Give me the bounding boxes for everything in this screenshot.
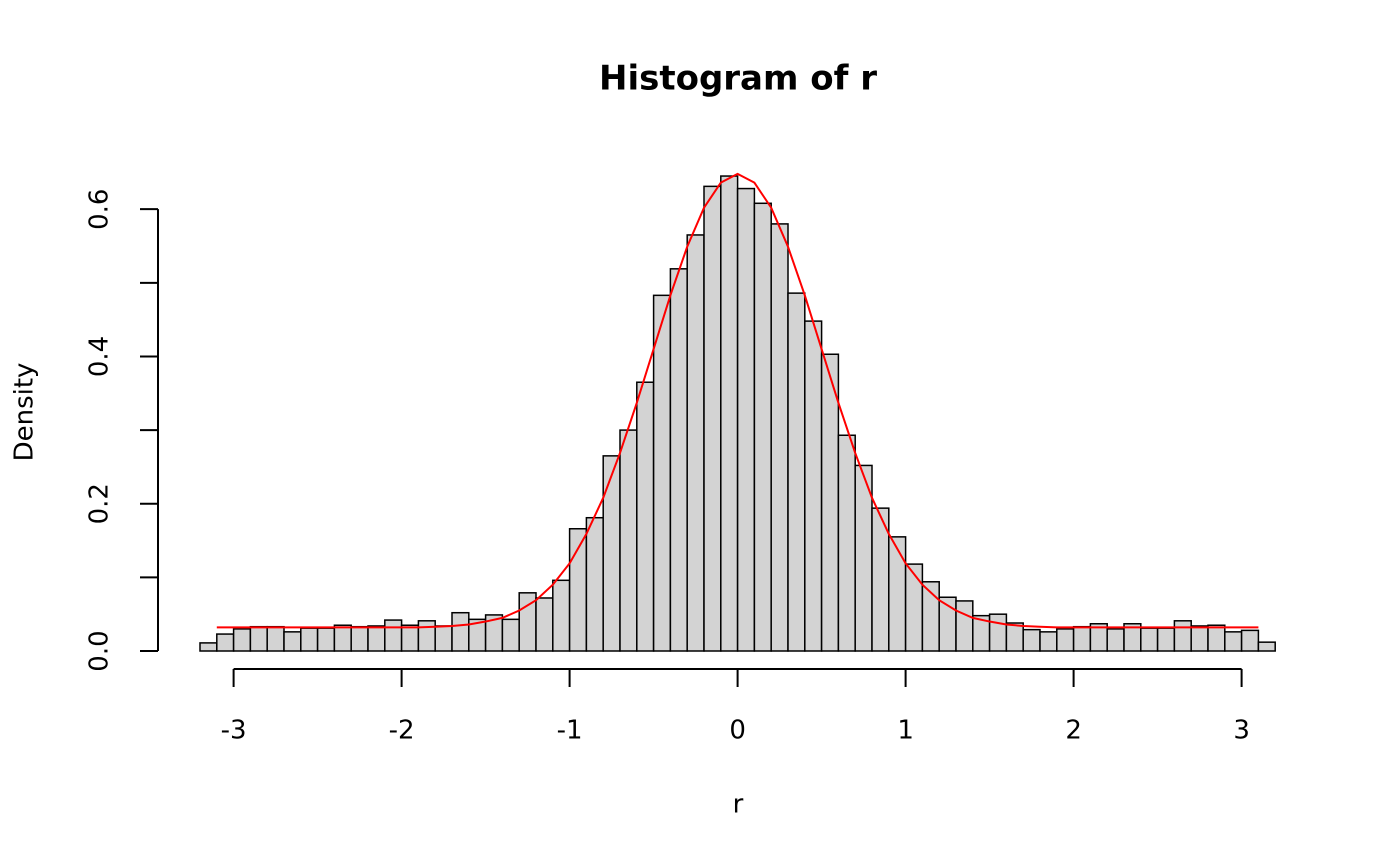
bar [1240, 629, 1260, 652]
bar [787, 292, 806, 652]
x-axis-label: r [733, 790, 744, 820]
bar [720, 175, 739, 652]
bar [501, 618, 520, 652]
bar [703, 185, 722, 652]
bar [1056, 628, 1075, 652]
bar [585, 516, 604, 652]
bar [300, 627, 319, 652]
bar [417, 620, 436, 652]
bar [316, 627, 336, 652]
y-tick-label: 0.4 [85, 336, 115, 377]
bar [955, 600, 974, 652]
bar [753, 202, 772, 652]
bar [837, 434, 856, 652]
bar [1022, 628, 1041, 652]
x-tick-label: 1 [897, 716, 914, 746]
bar [283, 631, 302, 652]
y-tick-label: 0.6 [85, 189, 115, 230]
bar [199, 642, 218, 652]
bar [350, 625, 369, 652]
bar [535, 597, 554, 652]
x-tick-label: -1 [557, 716, 583, 746]
chart-title: Histogram of r [599, 59, 877, 99]
bar [367, 625, 386, 652]
bar [669, 268, 688, 652]
bar [1257, 641, 1276, 652]
bar [636, 381, 655, 652]
bar [804, 320, 823, 652]
bar [770, 223, 789, 652]
bar [1005, 622, 1024, 652]
bar [602, 455, 621, 652]
bar [451, 611, 470, 652]
bar [249, 625, 268, 652]
x-tick-label: 2 [1065, 716, 1082, 746]
bar [619, 429, 638, 652]
bar [1140, 627, 1159, 652]
x-tick-label: 0 [729, 716, 746, 746]
bar [888, 536, 907, 652]
bar [216, 633, 235, 652]
bar [1224, 631, 1243, 652]
bar [1106, 628, 1125, 652]
x-tick-label: -2 [389, 716, 415, 746]
bar [904, 563, 924, 652]
bar [820, 353, 840, 652]
bar [1039, 631, 1058, 652]
bar [400, 624, 420, 652]
y-tick-label: 0.0 [85, 630, 115, 671]
x-tick-label: -3 [221, 716, 247, 746]
bar [988, 613, 1008, 652]
y-tick-label: 0.2 [85, 483, 115, 524]
bar [1190, 625, 1209, 652]
bar [1072, 625, 1092, 652]
bar [552, 579, 571, 652]
y-axis-label: Density [10, 363, 40, 462]
bar [266, 625, 285, 652]
bar [686, 234, 705, 652]
bar [232, 628, 252, 652]
density-curve [216, 172, 1259, 629]
bar [384, 619, 403, 652]
bar [736, 187, 756, 652]
bar [1207, 624, 1226, 652]
bar [333, 624, 352, 652]
x-tick-label: 3 [1233, 716, 1250, 746]
bar [1156, 627, 1176, 652]
bar [652, 294, 672, 652]
bar [1173, 620, 1192, 652]
bar [434, 625, 453, 652]
